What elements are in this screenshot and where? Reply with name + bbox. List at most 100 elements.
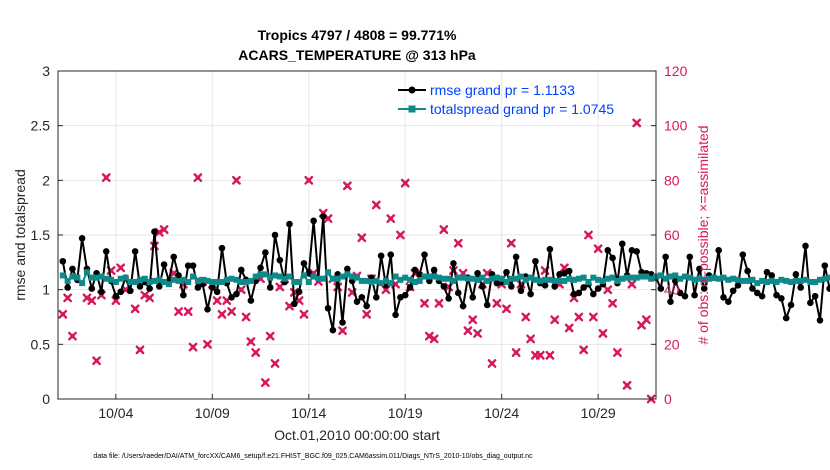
- legend-spread-label: totalspread grand pr = 1.0745: [430, 101, 614, 117]
- obs-assimilated-point: [227, 307, 237, 316]
- obs-assimilated-point: [574, 312, 584, 322]
- totalspread-point: [402, 274, 409, 281]
- rmse-point: [59, 257, 67, 265]
- obs-mark-core: [562, 265, 567, 270]
- rmse-point: [233, 290, 240, 298]
- rmse-point: [826, 285, 830, 292]
- obs-assimilated-point: [251, 348, 261, 357]
- obs-assimilated-point: [338, 326, 347, 336]
- y-right-tick-label: 20: [664, 336, 680, 352]
- rmse-point: [69, 265, 76, 273]
- totalspread-point: [276, 273, 283, 280]
- obs-mark-core: [287, 303, 292, 309]
- totalspread-point: [262, 271, 269, 278]
- rmse-point: [344, 265, 351, 273]
- rmse-point: [218, 244, 226, 252]
- totalspread-point: [223, 276, 230, 283]
- totalspread-point: [247, 277, 254, 284]
- totalspread-point: [691, 276, 698, 283]
- obs-mark-core: [243, 314, 249, 320]
- totalspread-point: [469, 275, 476, 282]
- obs-mark-core: [475, 331, 480, 336]
- obs-mark-core: [137, 347, 143, 352]
- rmse-point: [763, 268, 771, 276]
- rmse-point: [406, 284, 414, 291]
- obs-mark-core: [509, 241, 514, 246]
- totalspread-point: [730, 275, 737, 282]
- obs-mark-core: [393, 282, 398, 287]
- totalspread-point: [243, 279, 250, 286]
- totalspread-point: [151, 277, 158, 284]
- rmse-point: [565, 267, 573, 275]
- totalspread-point: [778, 276, 785, 283]
- obs-mark-core: [547, 353, 553, 358]
- totalspread-point: [300, 272, 307, 279]
- rmse-point: [310, 217, 317, 225]
- rmse-point: [228, 294, 235, 301]
- totalspread-point: [455, 274, 462, 281]
- totalspread-point: [508, 275, 515, 282]
- obs-mark-core: [489, 361, 495, 366]
- obs-assimilated-point: [608, 298, 617, 308]
- obs-assimilated-point: [232, 175, 241, 185]
- obs-assimilated-point: [135, 345, 145, 355]
- totalspread-point: [358, 277, 365, 284]
- rmse-point: [681, 292, 689, 300]
- obs-assimilated-point: [275, 282, 285, 292]
- totalspread-point: [821, 275, 828, 282]
- totalspread-point: [450, 277, 457, 284]
- rmse-point: [734, 281, 742, 289]
- obs-mark-core: [634, 120, 639, 126]
- x-axis-label: Oct.01,2010 00:00:00 start: [274, 427, 440, 443]
- obs-assimilated-point: [371, 200, 381, 210]
- totalspread-point: [387, 280, 394, 287]
- rmse-point: [155, 283, 163, 290]
- totalspread-point: [551, 277, 558, 284]
- y-right-tick-label: 60: [664, 227, 680, 243]
- totalspread-point: [373, 277, 380, 284]
- obs-mark-core: [533, 353, 538, 358]
- x-tick-label: 10/24: [484, 405, 519, 421]
- obs-assimilated-point: [506, 238, 516, 248]
- totalspread-point: [194, 277, 201, 284]
- totalspread-point: [281, 275, 288, 282]
- rmse-point: [787, 301, 795, 309]
- y-axis-right-label: # of obs: o=possible; ×=assimilated: [695, 125, 711, 344]
- obs-assimilated-point: [92, 356, 101, 366]
- rmse-point: [541, 281, 549, 289]
- totalspread-point: [493, 274, 500, 281]
- rmse-point: [479, 283, 486, 290]
- rmse-point: [590, 290, 597, 298]
- obs-assimilated-point: [58, 309, 68, 319]
- totalspread-point: [310, 273, 317, 280]
- obs-mark-core: [388, 216, 393, 221]
- obs-mark-core: [195, 175, 201, 180]
- totalspread-point: [513, 275, 520, 282]
- obs-mark-core: [639, 323, 644, 328]
- rmse-point: [300, 260, 308, 267]
- rmse-point: [401, 291, 409, 299]
- obs-assimilated-point: [603, 285, 613, 295]
- rmse-point: [213, 288, 221, 296]
- y-right-tick-label: 0: [664, 391, 672, 407]
- obs-assimilated-point: [304, 175, 314, 185]
- obs-assimilated-point: [526, 334, 536, 344]
- obs-mark-core: [171, 271, 176, 276]
- obs-mark-core: [349, 290, 355, 295]
- obs-assimilated-point: [598, 329, 608, 338]
- rmse-point: [662, 253, 669, 261]
- obs-assimilated-point: [521, 312, 531, 322]
- y-tick-label: 2: [42, 172, 50, 188]
- obs-mark-core: [576, 314, 582, 320]
- rmse-point: [257, 264, 264, 272]
- rmse-point: [816, 316, 824, 324]
- obs-mark-core: [422, 301, 427, 306]
- totalspread-point: [643, 273, 650, 280]
- totalspread-point: [228, 275, 235, 282]
- rmse-point: [782, 314, 790, 322]
- rmse-point: [469, 294, 477, 301]
- y-right-tick-label: 40: [664, 282, 680, 298]
- obs-mark-core: [494, 301, 500, 306]
- rmse-point: [146, 285, 153, 292]
- rmse-point: [358, 294, 366, 301]
